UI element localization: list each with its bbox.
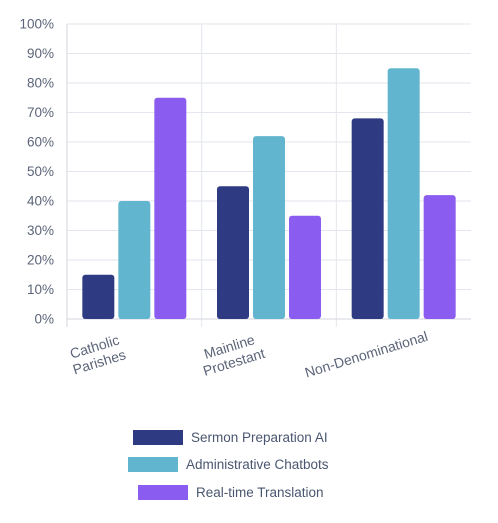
bar[interactable] bbox=[351, 118, 384, 320]
legend-swatch bbox=[133, 429, 183, 445]
bar[interactable] bbox=[423, 195, 456, 319]
y-tick-label: 0% bbox=[34, 312, 54, 327]
legend-label: Real-time Translation bbox=[196, 484, 324, 500]
y-tick-label: 90% bbox=[27, 46, 54, 61]
y-tick-label: 70% bbox=[27, 105, 54, 120]
y-tick-label: 30% bbox=[27, 223, 54, 238]
bar[interactable] bbox=[82, 274, 115, 319]
y-tick-label: 60% bbox=[27, 135, 54, 150]
bar[interactable] bbox=[387, 68, 420, 319]
bar[interactable] bbox=[289, 215, 321, 319]
legend-item-administrative-chatbots[interactable]: Administrative Chatbots bbox=[128, 456, 329, 472]
y-tick-label: 20% bbox=[27, 253, 54, 268]
x-tick-labels: CatholicParishes MainlineProtestant Non-De… bbox=[66, 328, 430, 381]
y-tick-label: 50% bbox=[27, 164, 54, 179]
y-tick-label: 100% bbox=[19, 17, 54, 32]
legend-label: Administrative Chatbots bbox=[186, 456, 329, 472]
bar[interactable] bbox=[154, 97, 187, 319]
x-tick-label: CatholicParishes bbox=[66, 331, 127, 378]
bar[interactable] bbox=[118, 201, 151, 319]
y-tick-label: 10% bbox=[27, 282, 54, 297]
y-tick-label: 40% bbox=[27, 194, 54, 209]
y-tick-labels: 0% 10% 20% 30% 40% 50% 60% 70% 80% 90% 100% bbox=[19, 17, 54, 327]
legend-item-sermon-preparation-ai[interactable]: Sermon Preparation AI bbox=[133, 429, 328, 445]
legend-swatch bbox=[128, 456, 178, 472]
x-tick-label: MainlineProtestant bbox=[196, 330, 266, 379]
bar[interactable] bbox=[253, 136, 285, 319]
bars bbox=[82, 68, 456, 320]
x-tick-label: Non-Denominational bbox=[303, 328, 430, 381]
legend-item-real-time-translation[interactable]: Real-time Translation bbox=[138, 484, 324, 500]
legend-swatch bbox=[138, 484, 188, 500]
legend-label: Sermon Preparation AI bbox=[191, 429, 328, 445]
bar-chart: 0% 10% 20% 30% 40% 50% 60% 70% 80% 90% 100% Cathol… bbox=[19, 17, 471, 381]
bar[interactable] bbox=[217, 186, 249, 319]
y-tick-label: 80% bbox=[27, 76, 54, 91]
